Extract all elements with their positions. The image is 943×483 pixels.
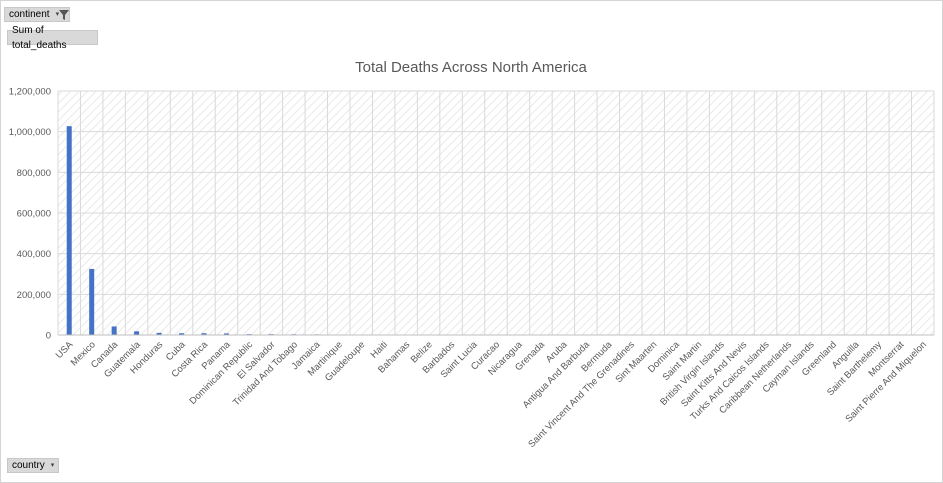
dropdown-arrow-icon: ▾	[50, 462, 55, 469]
y-tick-label: 800,000	[17, 168, 51, 179]
gridlines	[57, 90, 935, 336]
bar	[179, 333, 185, 335]
y-tick-label: 1,000,000	[9, 127, 51, 138]
value-field-button[interactable]: Sum of total_deaths	[7, 25, 98, 51]
country-axis-field-button[interactable]: country ▾	[7, 458, 59, 473]
y-axis: 0 200,000 400,000 600,000 800,000 1,000,000 1,…	[9, 87, 51, 342]
bar	[66, 126, 72, 335]
bar	[156, 332, 162, 335]
x-axis: USAMexicoCanadaGuatemalaHondurasCubaCost…	[54, 334, 934, 450]
continent-filter-label: continent	[9, 9, 50, 20]
bar	[134, 331, 140, 335]
bar	[89, 268, 95, 335]
y-tick-label: 0	[46, 331, 51, 342]
y-tick-label: 200,000	[17, 290, 51, 301]
filter-funnel-icon: ▾	[56, 7, 70, 22]
value-field-label: Sum of total_deaths	[12, 24, 67, 51]
chart-title: Total Deaths Across North America	[355, 59, 587, 76]
y-tick-label: 600,000	[17, 209, 51, 220]
y-tick-label: 400,000	[17, 249, 51, 260]
y-tick-label: 1,200,000	[9, 87, 51, 98]
bar	[111, 326, 117, 335]
country-field-label: country	[12, 460, 45, 471]
bar	[201, 333, 207, 335]
bar	[223, 333, 229, 335]
continent-filter-button[interactable]: continent ▾	[4, 7, 70, 22]
